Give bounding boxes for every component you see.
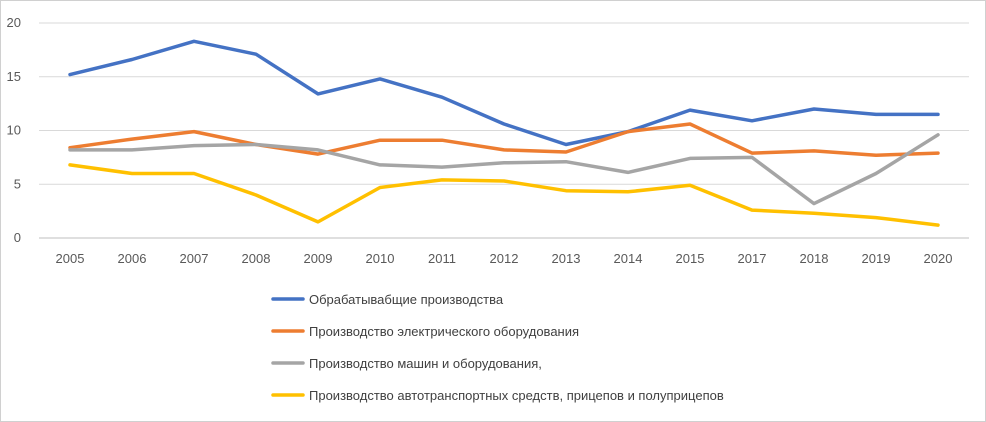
- legend-label-1: Обрабатывабщие производства: [309, 292, 504, 307]
- x-tick-label: 2008: [242, 251, 271, 266]
- y-tick-label: 10: [7, 123, 21, 138]
- x-tick-label: 2014: [614, 251, 643, 266]
- series-line-1: [68, 39, 940, 147]
- x-tick-label: 2011: [428, 251, 456, 266]
- series-lines: [68, 39, 940, 227]
- x-tick-label: 2013: [552, 251, 581, 266]
- series-line-2: [68, 122, 940, 157]
- x-tick-label: 2006: [118, 251, 147, 266]
- y-tick-label: 5: [14, 176, 21, 191]
- x-tick-label: 2020: [924, 251, 953, 266]
- y-tick-label: 20: [7, 15, 21, 30]
- x-tick-label: 2019: [862, 251, 891, 266]
- y-tick-label: 15: [7, 69, 21, 84]
- y-tick-label: 0: [14, 230, 21, 245]
- series-line-4: [68, 163, 940, 227]
- x-tick-label: 2017: [738, 251, 767, 266]
- legend-label-4: Производство автотранспортных средств, п…: [309, 388, 724, 403]
- x-tick-label: 2009: [304, 251, 333, 266]
- legend: Обрабатывабщие производства Производство …: [271, 292, 724, 403]
- series-line-3: [68, 133, 940, 206]
- gridlines: [39, 22, 969, 239]
- x-tick-label: 2018: [800, 251, 829, 266]
- legend-label-3: Производство машин и оборудования,: [309, 356, 542, 371]
- x-tick-label: 2012: [490, 251, 519, 266]
- y-axis-ticks: 0 5 10 15 20: [7, 15, 21, 245]
- x-axis-ticks: 2005 2006 2007 2008 2009 2010 2011 2012 2013 2014…: [56, 251, 953, 266]
- x-tick-label: 2007: [180, 251, 209, 266]
- x-tick-label: 2015: [676, 251, 705, 266]
- x-tick-label: 2005: [56, 251, 85, 266]
- x-tick-label: 2010: [366, 251, 395, 266]
- legend-label-2: Производство электрического оборудования: [309, 324, 579, 339]
